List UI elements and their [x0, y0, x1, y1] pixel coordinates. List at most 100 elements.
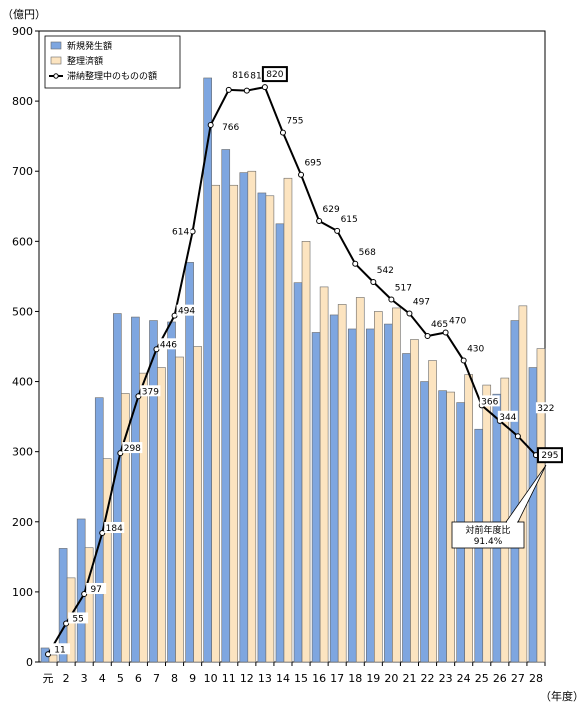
balance-value-label: 816 [232, 71, 249, 81]
bar-settled [536, 348, 546, 663]
x-tick-label: 18 [348, 672, 362, 685]
balance-value-label: 820 [266, 70, 283, 80]
bar-new-occurrence [329, 314, 339, 663]
bar-new-occurrence [510, 320, 520, 663]
x-tick-label: 20 [384, 672, 398, 685]
label-bg [447, 314, 468, 326]
label-bg [357, 245, 378, 257]
bar-settled [265, 195, 275, 663]
x-tick-label: 4 [99, 672, 106, 685]
balance-value-label: 322 [537, 404, 554, 414]
label-bg [104, 521, 125, 533]
label-bg [411, 295, 432, 307]
bar-settled [392, 307, 401, 663]
label-bg [303, 156, 324, 168]
y-tick-label: 900 [12, 25, 33, 38]
balance-value-label: 366 [481, 397, 498, 407]
x-tick-label: 17 [330, 672, 344, 685]
balance-point [370, 278, 377, 285]
callout-line-1: 対前年度比 [465, 524, 510, 536]
y-axis: 0 100 200 300 400 500 600 700 800 900 [12, 25, 39, 669]
bar-new-occurrence [221, 149, 231, 663]
bar-new-occurrence [203, 77, 212, 663]
label-bg [339, 212, 360, 224]
balance-value-label: 430 [467, 345, 484, 355]
bar-new-occurrence [347, 328, 357, 663]
balance-point [442, 329, 449, 336]
bar-settled [84, 547, 94, 663]
label-bg [50, 643, 71, 655]
balance-point [153, 346, 160, 353]
bar-new-occurrence [167, 321, 176, 663]
x-tick-label: 8 [171, 672, 178, 685]
x-tick-label: 22 [421, 672, 435, 685]
x-tick-label: 12 [240, 672, 254, 685]
x-tick-label: 9 [189, 672, 196, 685]
x-tick-label: 3 [81, 672, 88, 685]
bar-new-occurrence [420, 381, 429, 663]
balance-value-label: 97 [90, 585, 101, 595]
y-axis-unit: （億円） [2, 8, 46, 21]
bar-new-occurrence [384, 323, 393, 663]
bar-new-occurrence [293, 282, 303, 663]
y-tick-label: 400 [12, 376, 33, 389]
balance-value-label: 446 [160, 340, 177, 350]
x-tick-label: 25 [475, 672, 489, 685]
y-tick-label: 800 [12, 95, 33, 108]
bar-new-occurrence [131, 316, 140, 663]
bar-new-occurrence [366, 328, 375, 663]
balance-value-label: 629 [323, 205, 340, 215]
ratio-callout: 対前年度比 91.4% [451, 464, 547, 549]
bar-settled [518, 305, 528, 663]
x-tick-label: 23 [439, 672, 453, 685]
label-bg [497, 410, 518, 422]
x-tick-label: 19 [366, 672, 380, 685]
balance-point [189, 228, 196, 235]
balance-value-label: 755 [286, 117, 303, 127]
bar-new-occurrence [528, 367, 538, 663]
x-axis: 元 2 3 4 5 6 7 8 9 10 11 12 13 14 15 16 17 18 19 20 21 22 23 24 2… [43, 662, 546, 685]
label-bg [230, 68, 251, 80]
label-bg [140, 385, 161, 397]
x-tick-label: 27 [511, 672, 525, 685]
balance-value-label: 494 [178, 307, 195, 317]
x-tick-label: 15 [294, 672, 308, 685]
balance-point [514, 433, 521, 440]
bar-settled [355, 297, 365, 663]
bar-settled [464, 374, 473, 663]
label-bg [321, 203, 342, 215]
legend-box [44, 35, 181, 89]
bar-new-occurrence [239, 172, 249, 663]
y-tick-label: 300 [12, 446, 33, 459]
bar-settled [175, 356, 184, 663]
y-tick-label: 0 [26, 656, 33, 669]
bar-new-occurrence [402, 353, 411, 663]
balance-point [171, 312, 178, 319]
legend-label: 整理済額 [67, 55, 103, 67]
x-tick-label: 6 [135, 672, 142, 685]
balance-point [45, 651, 52, 658]
bar-settled [283, 177, 293, 663]
bar-settled [428, 360, 437, 663]
balance-value-label: 766 [222, 123, 239, 133]
x-tick-label: 2 [63, 672, 70, 685]
y-tick-label: 600 [12, 235, 33, 248]
label-bg [429, 317, 450, 329]
bars [40, 77, 546, 663]
balance-value-label: 614 [172, 228, 189, 238]
legend-swatch [50, 41, 62, 50]
callout-line-2: 91.4% [474, 537, 503, 547]
balance-point [388, 296, 395, 303]
bar-settled [139, 372, 148, 663]
bar-settled [102, 458, 112, 663]
y-tick-label: 200 [12, 516, 33, 529]
label-bg [176, 304, 197, 316]
label-bg [284, 114, 305, 126]
bar-new-occurrence [76, 518, 86, 663]
bar-new-occurrence [438, 390, 447, 663]
balance-value-label: 379 [142, 387, 159, 397]
legend-label: 滞納整理中のものの額 [67, 70, 157, 82]
label-bg [248, 69, 269, 81]
